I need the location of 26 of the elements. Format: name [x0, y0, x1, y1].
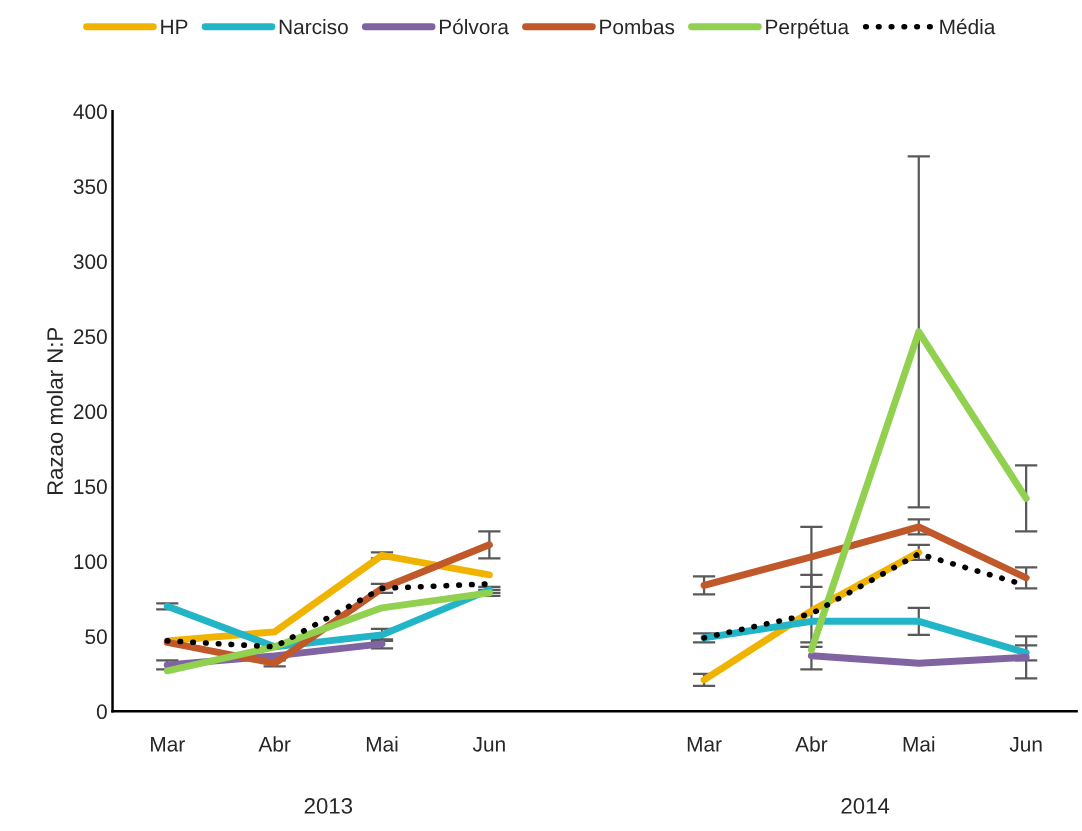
legend-label: Média: [940, 18, 996, 35]
legend-label: Narciso: [279, 18, 348, 35]
y-tick-label: 100: [74, 554, 107, 570]
legend-label: HP: [161, 19, 188, 35]
x-tick-label: Mai: [903, 736, 935, 752]
text: 2013: [304, 798, 353, 814]
y-tick-label: 250: [73, 329, 107, 345]
y-tick-label: 300: [73, 254, 107, 270]
legend-label: Pólvora: [439, 18, 509, 35]
text: 2014: [841, 798, 890, 814]
legend-label: Pombas: [600, 18, 675, 35]
y-tick-label: 400: [73, 104, 107, 120]
x-tick-label: Mar: [151, 737, 185, 752]
y-tick-label: 0: [96, 704, 107, 720]
x-tick-label: Abr: [795, 736, 828, 752]
x-tick-label: Mar: [687, 737, 722, 752]
y-tick-label: 150: [74, 479, 107, 495]
y-tick-label: 200: [73, 404, 107, 420]
x-tick-label: Jun: [1009, 737, 1042, 752]
x-tick-label: Jun: [472, 737, 505, 752]
x-tick-label: Mai: [366, 736, 398, 752]
y-tick-label: 50: [85, 629, 107, 645]
legend-label: Perpétua: [766, 18, 850, 39]
x-tick-label: Abr: [258, 736, 291, 752]
y-axis-title: Razao molar N:P: [46, 327, 63, 495]
y-tick-label: 350: [73, 179, 107, 195]
